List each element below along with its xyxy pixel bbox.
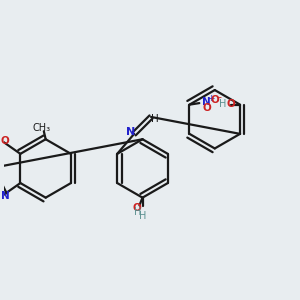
Text: N: N	[126, 127, 135, 137]
Text: H: H	[139, 211, 146, 221]
Text: H: H	[134, 208, 141, 218]
Text: O: O	[1, 136, 10, 146]
Text: CH₃: CH₃	[33, 123, 51, 133]
Text: O: O	[202, 103, 211, 113]
Text: H: H	[152, 114, 159, 124]
Text: O: O	[226, 99, 235, 109]
Text: N: N	[1, 191, 10, 201]
Text: O: O	[133, 203, 141, 213]
Text: O: O	[211, 95, 220, 105]
Text: N: N	[202, 97, 211, 107]
Text: +: +	[207, 94, 214, 103]
Text: -: -	[218, 93, 222, 103]
Text: H: H	[220, 99, 227, 109]
